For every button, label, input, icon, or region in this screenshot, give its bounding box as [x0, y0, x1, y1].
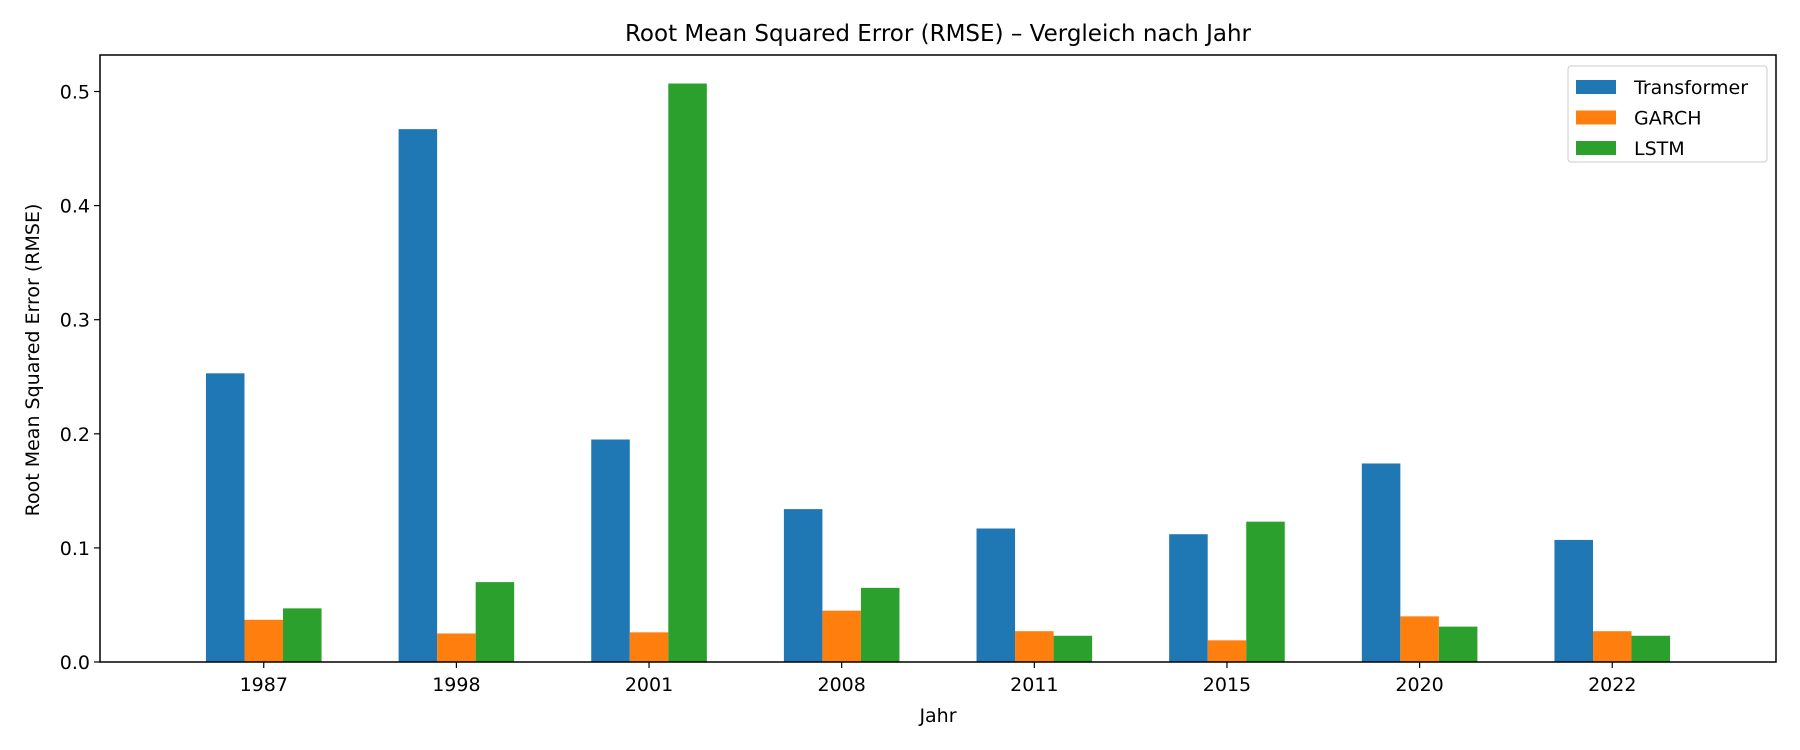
bar-transformer-2020	[1361, 463, 1401, 662]
bar-transformer-1987	[205, 373, 245, 662]
legend-swatch-lstm	[1576, 141, 1616, 155]
bar-transformer-2001	[591, 439, 630, 662]
bar-lstm-2015	[1246, 521, 1285, 662]
legend: Transformer GARCH LSTM	[1567, 65, 1768, 163]
bar-transformer-2011	[976, 528, 1016, 662]
x-tick-label: 2011	[1010, 674, 1058, 696]
bar-garch-2015	[1207, 640, 1247, 662]
bar-lstm-2001	[668, 83, 707, 662]
x-tick-label: 2015	[1203, 674, 1251, 696]
bar-transformer-2008	[783, 509, 823, 662]
legend-swatch-garch	[1576, 110, 1616, 125]
y-tick-label: 0.1	[60, 538, 90, 560]
y-tick-label: 0.2	[60, 424, 90, 446]
legend-label-lstm: LSTM	[1634, 138, 1685, 160]
bar-garch-2001	[629, 632, 669, 662]
bar-garch-2008	[822, 610, 861, 662]
legend-swatch-transformer	[1576, 80, 1616, 94]
x-tick-label: 2020	[1395, 674, 1443, 696]
bar-garch-2011	[1015, 631, 1054, 662]
bar-garch-2022	[1592, 631, 1632, 662]
y-tick-label: 0.5	[60, 82, 90, 104]
bar-transformer-1998	[398, 129, 438, 662]
y-tick-label: 0.4	[60, 196, 90, 218]
bar-lstm-2011	[1053, 635, 1093, 662]
bar-lstm-1987	[283, 608, 322, 662]
y-tick-label: 0.0	[60, 652, 90, 674]
bar-garch-2020	[1400, 616, 1439, 662]
bar-lstm-2020	[1438, 626, 1478, 662]
plot-frame	[99, 54, 1777, 663]
bars-layer	[205, 83, 1671, 662]
bar-transformer-2022	[1554, 539, 1593, 662]
x-tick-label: 2022	[1588, 674, 1636, 696]
y-tick-label: 0.3	[60, 310, 90, 332]
bar-lstm-1998	[475, 582, 515, 662]
axes-layer: 0.0 0.1 0.2 0.3 0.4 0.5 1987 1998 2001 2008 2011 20…	[60, 54, 1777, 696]
x-tick-label: 2008	[817, 674, 865, 696]
legend-label-transformer: Transformer	[1633, 77, 1748, 99]
legend-box	[1567, 65, 1768, 163]
bar-garch-1987	[244, 619, 284, 662]
x-tick-label: 1998	[432, 674, 480, 696]
x-tick-label: 1987	[240, 674, 288, 696]
bar-transformer-2015	[1169, 534, 1208, 662]
chart-title: Root Mean Squared Error (RMSE) – Verglei…	[625, 21, 1252, 47]
bar-lstm-2022	[1631, 635, 1671, 662]
x-tick-label: 2001	[625, 674, 673, 696]
x-axis-label: Jahr	[918, 705, 956, 727]
bar-garch-1998	[437, 633, 476, 662]
bar-lstm-2008	[860, 587, 900, 662]
legend-label-garch: GARCH	[1634, 108, 1702, 130]
y-axis-label: Root Mean Squared Error (RMSE)	[22, 204, 44, 517]
